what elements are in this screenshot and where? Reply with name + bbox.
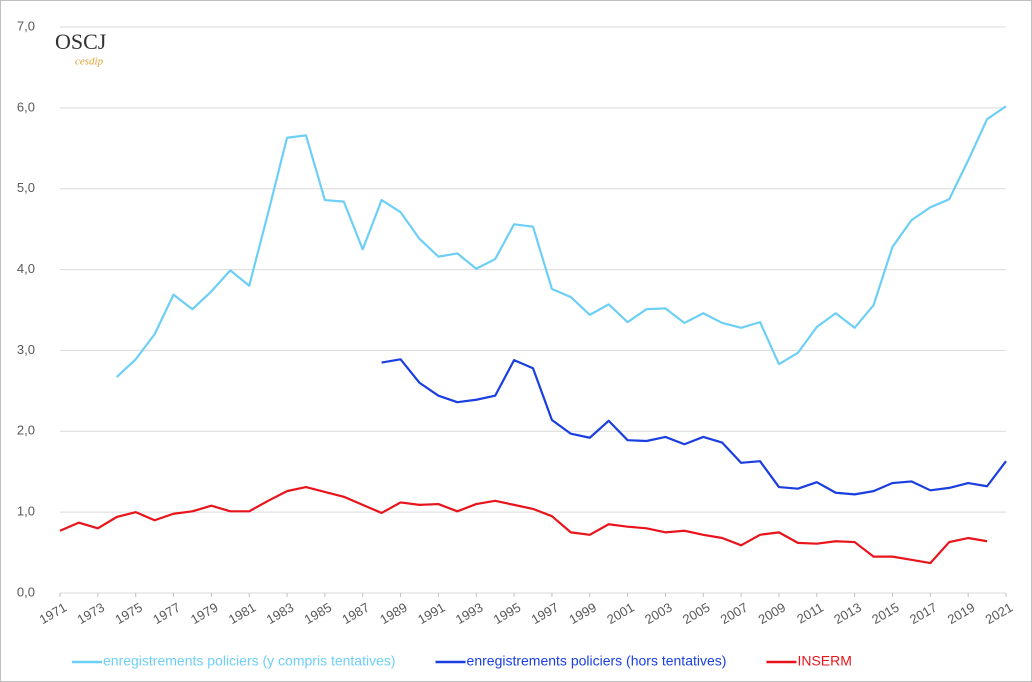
y-tick-label: 7,0 xyxy=(17,18,35,33)
series-line xyxy=(116,105,1007,378)
logo: OSCJ xyxy=(55,29,107,54)
y-tick-label: 3,0 xyxy=(17,342,35,357)
legend-label: INSERM xyxy=(797,653,851,669)
series-line xyxy=(59,485,988,565)
series-line xyxy=(381,358,1007,496)
y-tick-label: 0,0 xyxy=(17,584,35,599)
legend-label: enregistrements policiers (y compris ten… xyxy=(103,653,396,669)
y-tick-label: 5,0 xyxy=(17,180,35,195)
y-tick-label: 6,0 xyxy=(17,99,35,114)
logo-subtitle: cesdip xyxy=(75,56,104,68)
legend-label: enregistrements policiers (hors tentativ… xyxy=(467,653,727,669)
y-tick-label: 1,0 xyxy=(17,504,35,519)
y-tick-label: 4,0 xyxy=(17,261,35,276)
y-tick-label: 2,0 xyxy=(17,423,35,438)
